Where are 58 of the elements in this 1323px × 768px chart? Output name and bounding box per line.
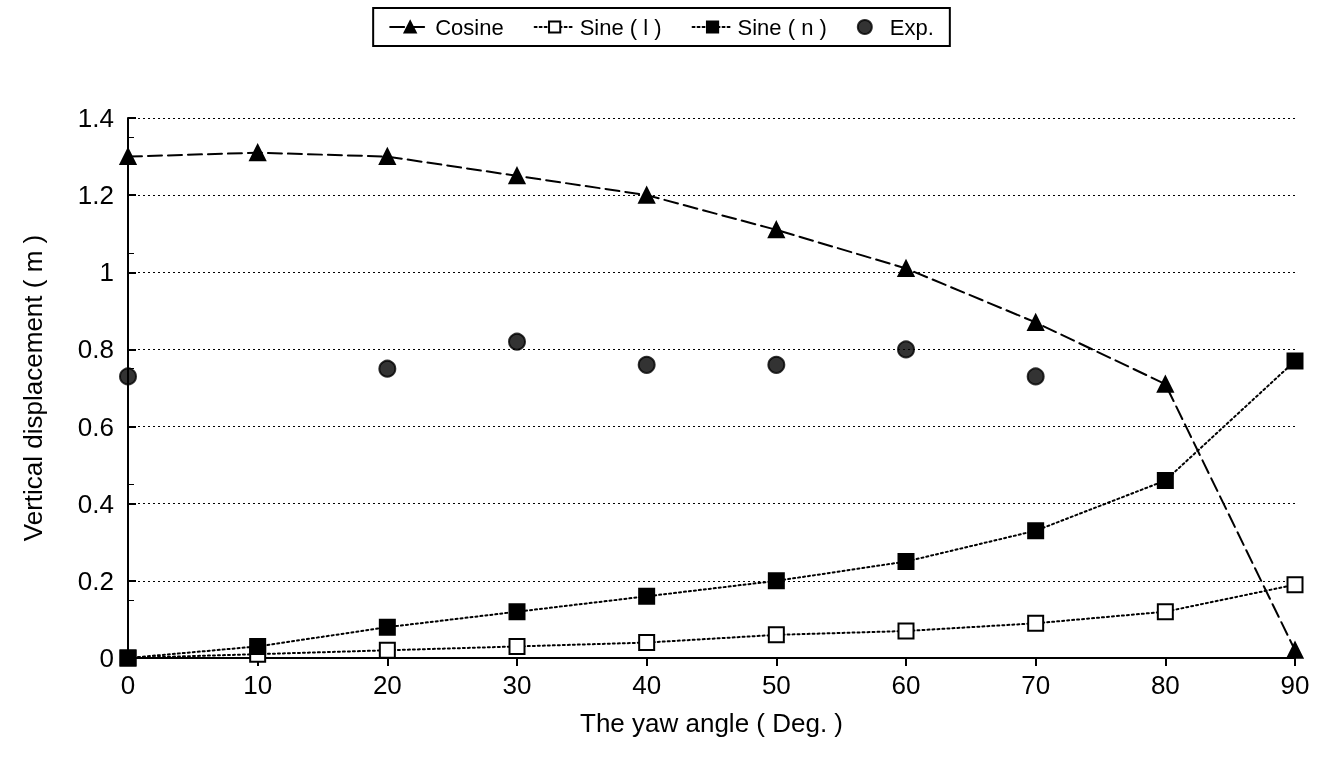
x-tick-label: 0: [120, 670, 136, 700]
point: [119, 148, 137, 166]
x-tick-label: 30: [502, 670, 532, 700]
point: [1286, 576, 1304, 594]
y-axis-title: Vertical displacement ( m ): [18, 234, 48, 542]
x-tick-label: 90: [1280, 670, 1310, 700]
point: [638, 186, 656, 204]
y-tick-label: 1.2: [77, 180, 114, 211]
point: [897, 622, 915, 640]
point: [637, 355, 656, 374]
point: [1156, 472, 1174, 490]
legend-label: Sine ( n ): [737, 14, 827, 40]
point: [378, 641, 396, 659]
point: [508, 603, 526, 621]
point: [767, 572, 785, 590]
point: [1286, 641, 1304, 659]
x-axis-title: The yaw angle ( Deg. ): [579, 708, 844, 738]
point: [508, 332, 526, 351]
y-tick-label: 1.4: [77, 103, 114, 133]
point: [767, 626, 785, 644]
point: [638, 634, 656, 652]
legend-label: Cosine: [435, 14, 504, 40]
point: [1027, 522, 1045, 540]
point: [638, 587, 656, 605]
legend-label: Exp.: [889, 14, 934, 40]
point: [508, 637, 526, 655]
x-tick-label: 70: [1021, 670, 1051, 700]
point: [378, 618, 396, 636]
y-tick-label: 0.6: [77, 411, 114, 442]
x-tick-label: 80: [1150, 670, 1180, 700]
point: [767, 221, 785, 239]
point: [508, 167, 526, 185]
y-tick-label: 0: [99, 643, 114, 673]
point: [1026, 367, 1045, 386]
point: [378, 359, 397, 378]
point: [1156, 603, 1174, 621]
x-tick-label: 40: [632, 670, 662, 700]
x-tick-label: 20: [372, 670, 402, 700]
point: [1027, 614, 1045, 632]
point: [378, 148, 396, 166]
y-tick-label: 0.8: [77, 334, 114, 365]
point: [249, 144, 267, 162]
x-tick-label: 60: [891, 670, 921, 700]
point: [767, 355, 786, 374]
point: [897, 553, 915, 571]
point: [1286, 352, 1304, 370]
point: [897, 340, 915, 359]
y-tick-label: 0.2: [77, 565, 114, 596]
x-tick-label: 50: [761, 670, 791, 700]
point: [1027, 313, 1045, 331]
y-tick-label: 0.4: [77, 488, 114, 519]
legend-label: Sine ( l ): [579, 14, 662, 40]
point: [897, 259, 915, 277]
y-tick-label: 1: [99, 257, 114, 288]
point: [1156, 375, 1174, 393]
point: [119, 367, 137, 386]
point: [249, 637, 267, 655]
x-tick-label: 10: [243, 670, 273, 700]
